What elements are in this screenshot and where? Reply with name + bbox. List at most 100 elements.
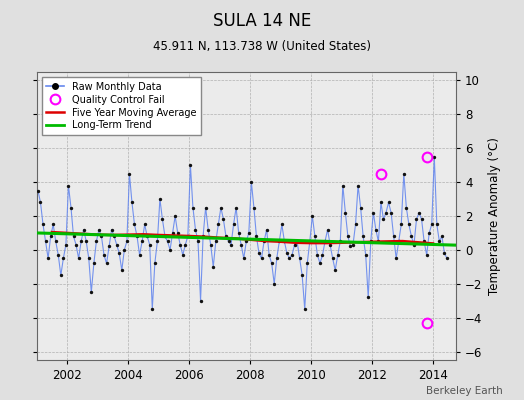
Point	[74, 255, 83, 262]
Point	[130, 221, 139, 228]
Point	[354, 182, 362, 189]
Point	[107, 226, 116, 233]
Point	[224, 238, 233, 245]
Point	[260, 238, 268, 245]
Text: SULA 14 NE: SULA 14 NE	[213, 12, 311, 30]
Point	[400, 170, 408, 177]
Point	[117, 267, 126, 274]
Point	[77, 238, 85, 245]
Point	[420, 238, 428, 245]
Point	[232, 204, 241, 211]
Point	[113, 242, 121, 248]
Point	[405, 221, 413, 228]
Point	[283, 250, 291, 256]
Point	[252, 233, 260, 240]
Point	[212, 238, 220, 245]
Point	[359, 233, 367, 240]
Point	[146, 242, 154, 248]
Point	[166, 247, 174, 253]
Point	[351, 221, 359, 228]
Point	[428, 221, 436, 228]
Point	[133, 233, 141, 240]
Point	[247, 179, 256, 185]
Point	[387, 210, 395, 216]
Point	[138, 238, 146, 245]
Point	[97, 233, 106, 240]
Point	[379, 216, 388, 222]
Point	[377, 199, 385, 206]
Point	[245, 230, 253, 236]
Point	[194, 238, 202, 245]
Point	[336, 238, 344, 245]
Y-axis label: Temperature Anomaly (°C): Temperature Anomaly (°C)	[488, 137, 501, 295]
Point	[362, 252, 370, 258]
Point	[179, 252, 187, 258]
Point	[189, 204, 197, 211]
Point	[382, 210, 390, 216]
Point	[267, 260, 276, 267]
Point	[323, 226, 332, 233]
Point	[293, 238, 301, 245]
Point	[234, 230, 243, 236]
Point	[199, 233, 208, 240]
Point	[316, 260, 324, 267]
Point	[39, 221, 47, 228]
Point	[95, 226, 103, 233]
Point	[433, 221, 441, 228]
Point	[84, 255, 93, 262]
Point	[280, 238, 289, 245]
Point	[36, 199, 45, 206]
Point	[57, 272, 65, 278]
Point	[331, 267, 340, 274]
Point	[196, 298, 205, 304]
Point	[242, 238, 250, 245]
Point	[239, 255, 248, 262]
Point	[301, 306, 309, 312]
Point	[296, 255, 304, 262]
Point	[47, 233, 55, 240]
Point	[209, 264, 217, 270]
Text: 45.911 N, 113.738 W (United States): 45.911 N, 113.738 W (United States)	[153, 40, 371, 53]
Point	[41, 238, 50, 245]
Point	[158, 216, 167, 222]
Point	[168, 230, 177, 236]
Point	[219, 216, 227, 222]
Point	[369, 210, 377, 216]
Point	[290, 242, 299, 248]
Point	[150, 260, 159, 267]
Point	[395, 238, 403, 245]
Point	[105, 243, 113, 250]
Point	[181, 242, 190, 248]
Point	[422, 252, 431, 258]
Point	[263, 226, 271, 233]
Point	[87, 289, 95, 296]
Point	[176, 242, 184, 248]
Point	[156, 196, 164, 202]
Point	[257, 255, 266, 262]
Point	[183, 233, 192, 240]
Point	[143, 233, 151, 240]
Point	[326, 242, 334, 248]
Point	[321, 238, 329, 245]
Point	[67, 204, 75, 211]
Point	[69, 233, 78, 240]
Point	[59, 255, 68, 262]
Point	[237, 242, 245, 248]
Point	[191, 226, 200, 233]
Point	[374, 238, 383, 245]
Point	[54, 252, 62, 258]
Point	[51, 238, 60, 245]
Text: Berkeley Earth: Berkeley Earth	[427, 386, 503, 396]
Point	[272, 255, 281, 262]
Point	[412, 216, 421, 222]
Point	[214, 221, 223, 228]
Point	[115, 250, 124, 256]
Point	[356, 204, 365, 211]
Point	[102, 260, 111, 267]
Legend: Raw Monthly Data, Quality Control Fail, Five Year Moving Average, Long-Term Tren: Raw Monthly Data, Quality Control Fail, …	[41, 77, 201, 135]
Point	[123, 238, 131, 245]
Point	[201, 204, 210, 211]
Point	[135, 252, 144, 258]
Point	[329, 255, 337, 262]
Point	[186, 162, 194, 168]
